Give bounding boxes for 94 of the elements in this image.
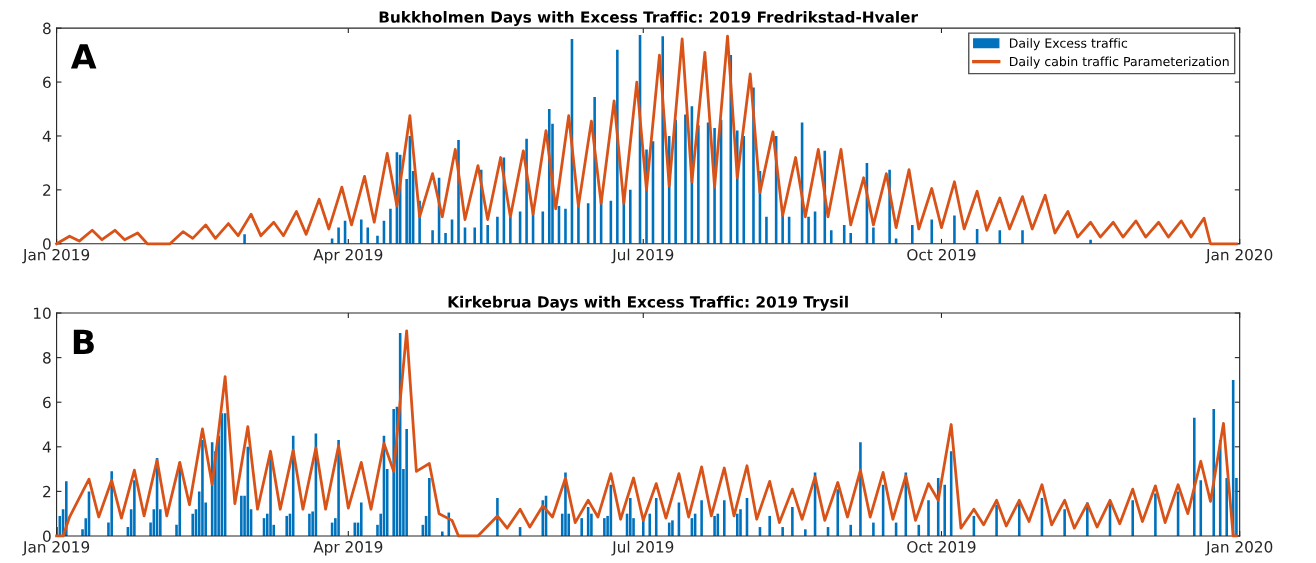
- bar: [1193, 417, 1196, 536]
- bar: [930, 219, 934, 244]
- bar: [807, 216, 810, 244]
- bar: [654, 498, 658, 536]
- bar: [674, 119, 677, 244]
- bar: [1021, 230, 1024, 244]
- bar: [337, 227, 340, 244]
- y-tick-label: 4: [42, 441, 51, 453]
- bar: [768, 515, 771, 536]
- bar: [671, 520, 674, 536]
- bar: [943, 484, 947, 536]
- bar: [700, 500, 703, 536]
- y-tick-label: 0: [43, 530, 51, 542]
- bar: [486, 224, 489, 244]
- y-tick-label: 10: [33, 307, 51, 320]
- bar: [872, 522, 875, 536]
- bar: [376, 235, 379, 244]
- bar: [541, 211, 545, 244]
- bar: [1199, 480, 1203, 536]
- bar: [308, 513, 311, 536]
- bar: [911, 224, 914, 244]
- y-tick-label: 4: [42, 130, 51, 142]
- bar: [496, 216, 499, 244]
- bar: [742, 135, 746, 244]
- legend-label: Daily Excess traffic: [1009, 38, 1128, 51]
- bar: [723, 500, 726, 536]
- bar: [791, 506, 794, 536]
- bar: [201, 440, 204, 536]
- bar: [684, 114, 687, 244]
- bar: [564, 208, 567, 244]
- bar: [697, 125, 700, 244]
- bar: [765, 216, 768, 244]
- x-tick-label: Oct 2019: [907, 541, 976, 553]
- bar: [473, 227, 477, 244]
- y-tick-label: 8: [43, 22, 51, 35]
- x-tick-label: Jan 2020: [1205, 248, 1273, 264]
- chart-title: Kirkebrua Days with Excess Traffic: 2019 Trysil: [448, 295, 848, 311]
- bar: [953, 215, 956, 244]
- bar: [713, 515, 716, 536]
- y-tick-label: 6: [43, 396, 51, 409]
- x-tick-label: Oct 2019: [907, 248, 976, 261]
- bar: [1154, 493, 1157, 536]
- bar: [629, 498, 632, 536]
- bar: [603, 518, 606, 536]
- x-tick-label: Jan 2020: [1205, 541, 1273, 556]
- bar: [927, 500, 930, 536]
- bar: [444, 233, 447, 244]
- bar: [735, 513, 739, 536]
- bar: [804, 529, 807, 536]
- x-tick-label: Jul 2019: [611, 540, 674, 556]
- bar: [243, 234, 246, 244]
- y-tick-label: 0: [43, 238, 51, 250]
- bar: [428, 478, 431, 536]
- y-tick-label: 6: [43, 76, 51, 89]
- bar: [366, 227, 370, 244]
- bar: [849, 524, 853, 536]
- bar: [917, 524, 921, 536]
- bar: [648, 513, 652, 536]
- bar: [191, 513, 195, 536]
- bar: [240, 495, 243, 536]
- bar: [872, 227, 875, 244]
- bar: [836, 489, 840, 536]
- bar: [405, 428, 408, 536]
- bar: [431, 230, 434, 244]
- bar: [1225, 478, 1228, 536]
- bar: [359, 219, 363, 244]
- bar: [1017, 502, 1021, 536]
- x-tick-label: Jul 2019: [611, 248, 674, 264]
- bar: [389, 208, 392, 244]
- x-tick-label: Apr 2019: [313, 541, 383, 556]
- bar: [842, 224, 846, 244]
- x-tick-label: Jan 2019: [22, 541, 90, 556]
- bar: [1089, 239, 1092, 244]
- bar: [580, 518, 583, 536]
- bar: [629, 189, 632, 244]
- annotation: B: [73, 329, 94, 354]
- bar: [829, 230, 833, 244]
- annotation: A: [70, 44, 97, 69]
- bar: [739, 509, 742, 536]
- bar: [269, 457, 272, 536]
- bar: [849, 233, 853, 244]
- bar: [133, 480, 136, 536]
- legend-label: Daily cabin traffic Parameterization: [1009, 56, 1229, 69]
- y-tick-label: 2: [43, 184, 51, 196]
- bar: [359, 502, 363, 536]
- bar: [1131, 500, 1134, 536]
- bar: [995, 504, 998, 536]
- bar: [509, 216, 512, 244]
- y-tick-label: 2: [43, 485, 51, 498]
- bar: [1063, 509, 1066, 536]
- bar: [781, 527, 784, 536]
- x-tick-label: Apr 2019: [313, 248, 383, 264]
- y-tick-label: 8: [43, 352, 51, 364]
- chart-title: Bukkholmen Days with Excess Traffic: 2019 Fredrikstad-Hvaler: [379, 10, 918, 26]
